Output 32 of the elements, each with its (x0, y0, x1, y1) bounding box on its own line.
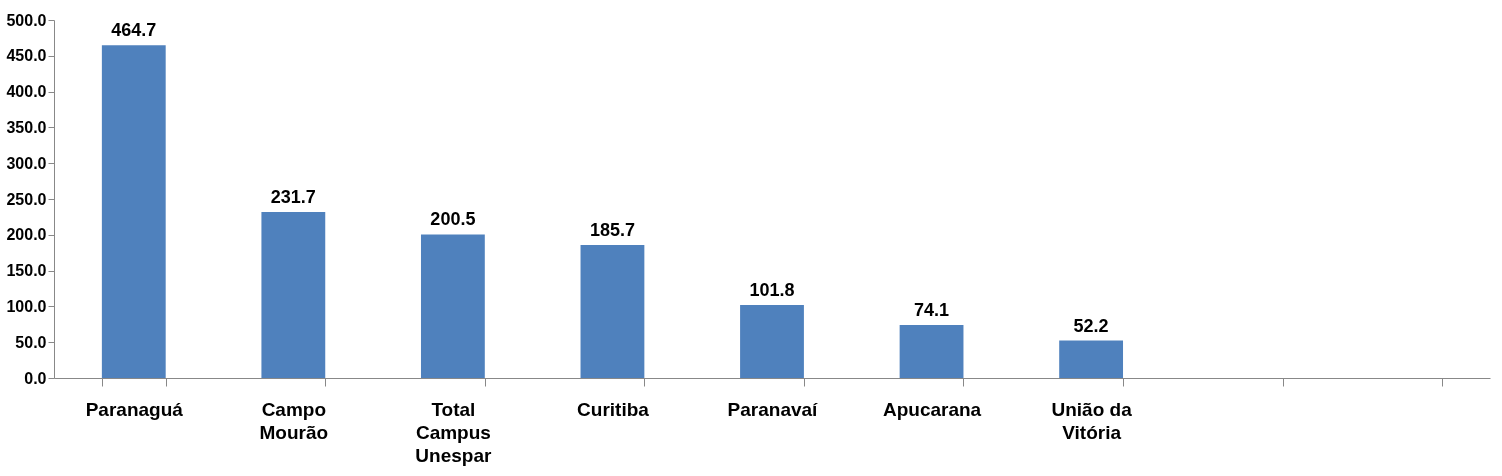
x-tick-label: União da Vitória (1051, 398, 1133, 443)
y-tick-label: 150.0 (6, 262, 47, 280)
data-label: 101.8 (749, 280, 795, 301)
data-label: 74.1 (914, 299, 950, 320)
y-tick-label: 50.0 (15, 333, 47, 351)
bar (1059, 340, 1124, 378)
bar (580, 245, 645, 378)
data-label: 231.7 (270, 187, 316, 208)
x-tick-label: Paranavaí (727, 398, 819, 420)
y-tick-label: 250.0 (6, 190, 47, 208)
x-tick-label: Total Campus Unespar (415, 398, 493, 466)
y-tick-label: 400.0 (6, 83, 47, 101)
x-tick-label: Campo Mourão (259, 398, 329, 443)
bar (101, 45, 166, 378)
data-label: 200.5 (430, 209, 476, 230)
x-tick-label: Curitiba (577, 398, 650, 420)
y-tick-label: 300.0 (6, 154, 47, 172)
bar (740, 305, 804, 378)
y-tick-label: 500.0 (6, 11, 47, 29)
data-label: 52.2 (1073, 315, 1109, 336)
data-label: 185.7 (589, 220, 635, 241)
y-tick-label: 0.0 (24, 369, 47, 387)
y-tick-label: 200.0 (6, 226, 47, 244)
y-tick-label: 450.0 (6, 47, 47, 65)
bar (899, 324, 964, 378)
y-tick-label: 100.0 (6, 297, 47, 315)
x-tick-label: Paranaguá (85, 398, 184, 420)
bar (420, 234, 485, 378)
data-label: 464.7 (111, 20, 157, 41)
x-tick-label: Apucarana (882, 398, 982, 420)
bar (261, 212, 326, 378)
y-tick-label: 350.0 (6, 118, 47, 136)
